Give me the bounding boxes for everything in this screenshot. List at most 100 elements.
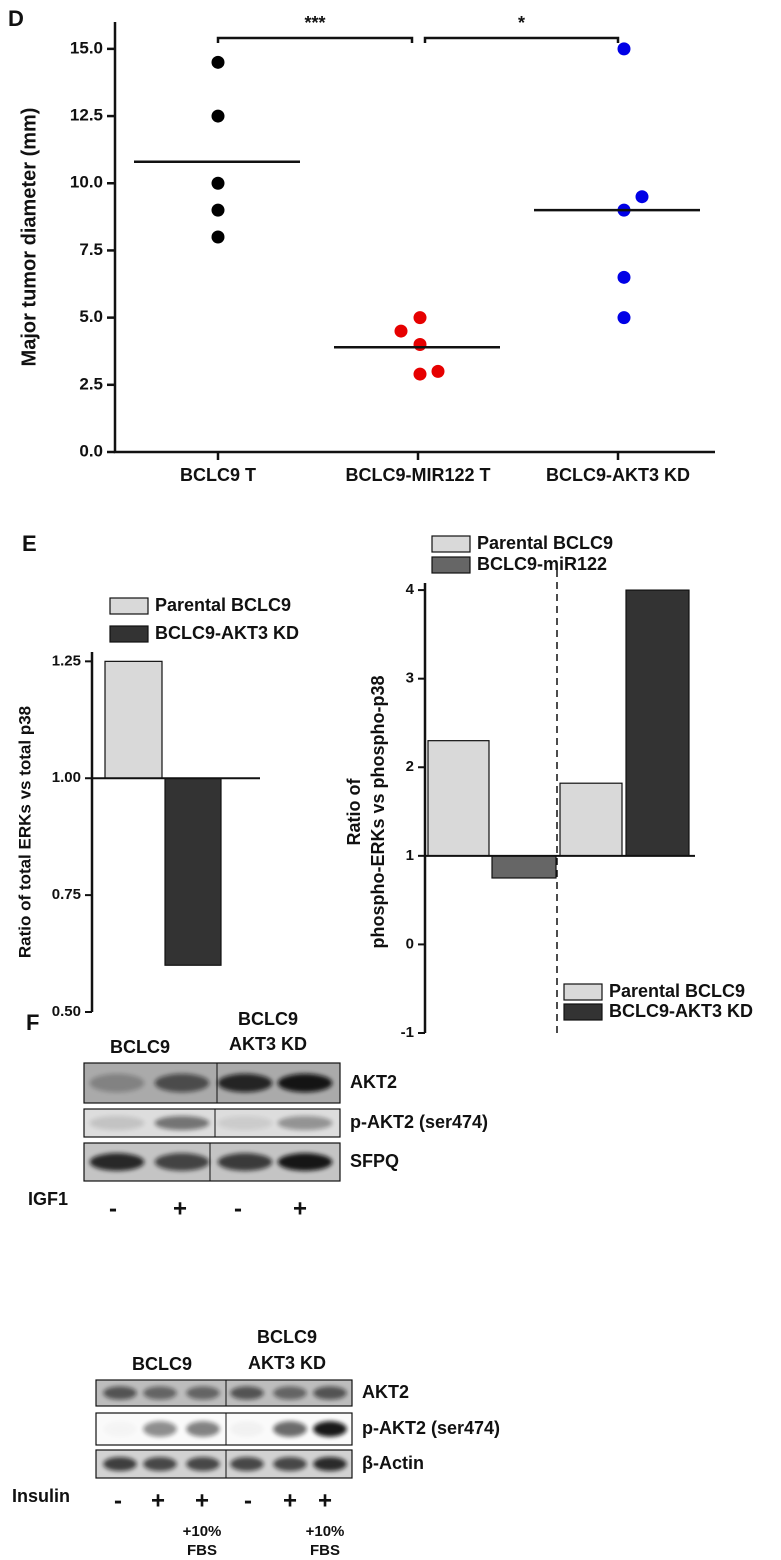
legend-label: BCLC9-miR122 bbox=[477, 554, 607, 574]
y-tick-label: 1.25 bbox=[52, 652, 81, 669]
blot-band bbox=[273, 1386, 307, 1399]
blot-band bbox=[155, 1116, 210, 1130]
legend-label: BCLC9-AKT3 KD bbox=[609, 1001, 753, 1021]
y-tick-label: 0.75 bbox=[52, 886, 81, 903]
dot bbox=[618, 271, 631, 284]
legend-label: BCLC9-AKT3 KD bbox=[155, 623, 299, 643]
y-tick-label: 7.5 bbox=[79, 240, 103, 259]
blot-band bbox=[90, 1074, 145, 1092]
bar bbox=[492, 856, 556, 878]
column-header: AKT3 KD bbox=[229, 1034, 307, 1054]
legend-label: Parental BCLC9 bbox=[155, 595, 291, 615]
condition-sign: - bbox=[109, 1195, 117, 1222]
blot-band bbox=[273, 1457, 307, 1471]
y-axis-label: Ratio of total ERKs vs total p38 bbox=[15, 706, 34, 958]
blot-band bbox=[143, 1421, 177, 1437]
panel-label: E bbox=[22, 531, 37, 556]
page: D0.02.55.07.510.012.515.0Major tumor dia… bbox=[0, 0, 781, 1560]
legend-label: Parental BCLC9 bbox=[477, 533, 613, 553]
dot bbox=[212, 177, 225, 190]
condition-sign: - bbox=[244, 1487, 252, 1514]
legend-swatch bbox=[564, 1004, 602, 1020]
blot-band bbox=[273, 1421, 307, 1437]
y-tick-label: 2 bbox=[406, 758, 414, 775]
legend-swatch bbox=[564, 984, 602, 1000]
column-header: BCLC9 bbox=[238, 1009, 298, 1029]
dot bbox=[395, 325, 408, 338]
blot-band bbox=[143, 1386, 177, 1399]
condition-note: +10% bbox=[306, 1523, 345, 1540]
legend-swatch bbox=[110, 626, 148, 642]
figure: D0.02.55.07.510.012.515.0Major tumor dia… bbox=[0, 0, 781, 1560]
y-tick-label: 1 bbox=[406, 847, 414, 864]
panel-label: D bbox=[8, 6, 24, 31]
x-tick-label: BCLC9 T bbox=[180, 465, 256, 485]
condition-note: FBS bbox=[310, 1542, 340, 1559]
bar bbox=[105, 661, 162, 778]
blot-band bbox=[230, 1386, 264, 1399]
y-tick-label: -1 bbox=[401, 1024, 414, 1041]
axis bbox=[115, 22, 715, 452]
blot-band bbox=[155, 1153, 210, 1171]
condition-sign: + bbox=[173, 1195, 187, 1222]
blot-band bbox=[103, 1386, 137, 1399]
y-tick-label: 4 bbox=[406, 581, 415, 598]
blot-band bbox=[103, 1421, 137, 1437]
y-tick-label: 12.5 bbox=[70, 106, 103, 125]
column-header: BCLC9 bbox=[132, 1354, 192, 1374]
blot-band bbox=[186, 1457, 220, 1471]
significance-bracket bbox=[218, 38, 412, 43]
y-tick-label: 10.0 bbox=[70, 173, 103, 192]
y-tick-label: 0.0 bbox=[79, 441, 103, 460]
x-tick-label: BCLC9-MIR122 T bbox=[345, 465, 490, 485]
blot-band bbox=[278, 1116, 333, 1130]
blot-band bbox=[155, 1074, 210, 1092]
blot-band bbox=[186, 1421, 220, 1437]
dot bbox=[432, 365, 445, 378]
blot-band bbox=[313, 1457, 347, 1471]
significance-label: * bbox=[518, 13, 525, 33]
condition-sign: + bbox=[283, 1487, 297, 1514]
condition-note: +10% bbox=[183, 1523, 222, 1540]
blot-band bbox=[230, 1457, 264, 1471]
y-axis-label: Major tumor diameter (mm) bbox=[18, 108, 40, 367]
dot bbox=[636, 190, 649, 203]
y-tick-label: 3 bbox=[406, 670, 414, 687]
dot bbox=[414, 311, 427, 324]
x-tick-label: BCLC9-AKT3 KD bbox=[546, 465, 690, 485]
dot bbox=[618, 311, 631, 324]
blot-band bbox=[313, 1386, 347, 1399]
row-label: β-Actin bbox=[362, 1453, 424, 1473]
blot-band bbox=[218, 1153, 273, 1171]
significance-label: *** bbox=[304, 13, 325, 33]
blot-band bbox=[313, 1421, 347, 1437]
row-label: AKT2 bbox=[350, 1072, 397, 1092]
y-tick-label: 1.00 bbox=[52, 769, 81, 786]
significance-bracket bbox=[425, 38, 618, 43]
dot bbox=[212, 56, 225, 69]
y-tick-label: 15.0 bbox=[70, 38, 103, 57]
dot bbox=[618, 42, 631, 55]
dot bbox=[212, 110, 225, 123]
condition-note: FBS bbox=[187, 1542, 217, 1559]
condition-sign: + bbox=[151, 1487, 165, 1514]
panel-label: F bbox=[26, 1010, 39, 1035]
blot-band bbox=[143, 1457, 177, 1471]
column-header: BCLC9 bbox=[257, 1327, 317, 1347]
blot-band bbox=[278, 1074, 333, 1092]
legend-label: Parental BCLC9 bbox=[609, 981, 745, 1001]
row-label: SFPQ bbox=[350, 1151, 399, 1171]
column-header: BCLC9 bbox=[110, 1037, 170, 1057]
legend-swatch bbox=[110, 598, 148, 614]
condition-sign: + bbox=[195, 1487, 209, 1514]
row-label: AKT2 bbox=[362, 1382, 409, 1402]
y-axis-label: Ratio of bbox=[344, 778, 364, 846]
dot bbox=[212, 231, 225, 244]
bar bbox=[560, 783, 622, 856]
blot-band bbox=[218, 1116, 273, 1130]
bar bbox=[626, 590, 689, 856]
dot bbox=[414, 338, 427, 351]
column-header: AKT3 KD bbox=[248, 1353, 326, 1373]
row-label: p-AKT2 (ser474) bbox=[350, 1112, 488, 1132]
y-axis-label: phospho-ERKs vs phospho-p38 bbox=[368, 675, 388, 948]
